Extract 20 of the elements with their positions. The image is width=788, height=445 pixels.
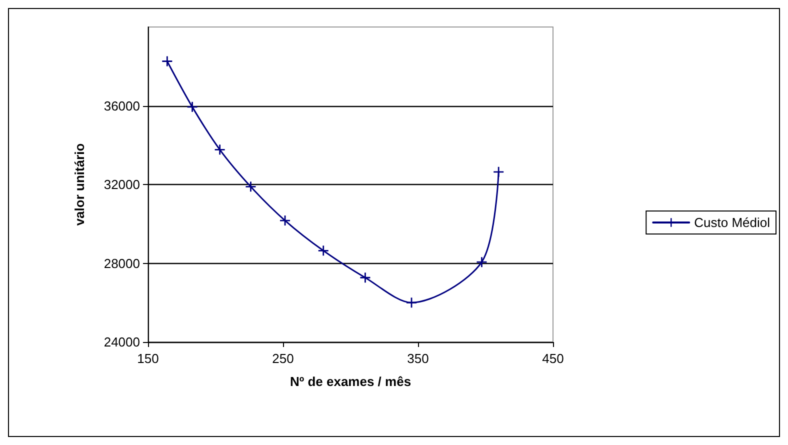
x-tick-label: 250	[272, 351, 294, 366]
y-tick-label: 24000	[104, 334, 140, 350]
point	[494, 166, 504, 177]
point	[406, 298, 417, 308]
y-tick-label: 28000	[104, 256, 140, 271]
x-tick-label: 350	[407, 351, 429, 366]
point	[162, 56, 172, 66]
x-axis-title: Nº de exames / mês	[290, 374, 412, 389]
point	[187, 102, 198, 112]
y-axis-title: valor unitário	[72, 143, 87, 226]
point	[360, 272, 370, 283]
point	[476, 257, 487, 268]
point	[214, 144, 225, 155]
y-tick-label: 36000	[104, 98, 140, 114]
y-tick-label: 32000	[104, 177, 140, 192]
point	[246, 182, 256, 192]
x-tick-label: 150	[137, 351, 159, 366]
legend-label: Custo Médiol	[694, 215, 770, 230]
point	[318, 246, 328, 256]
x-tick-label: 450	[542, 351, 564, 366]
